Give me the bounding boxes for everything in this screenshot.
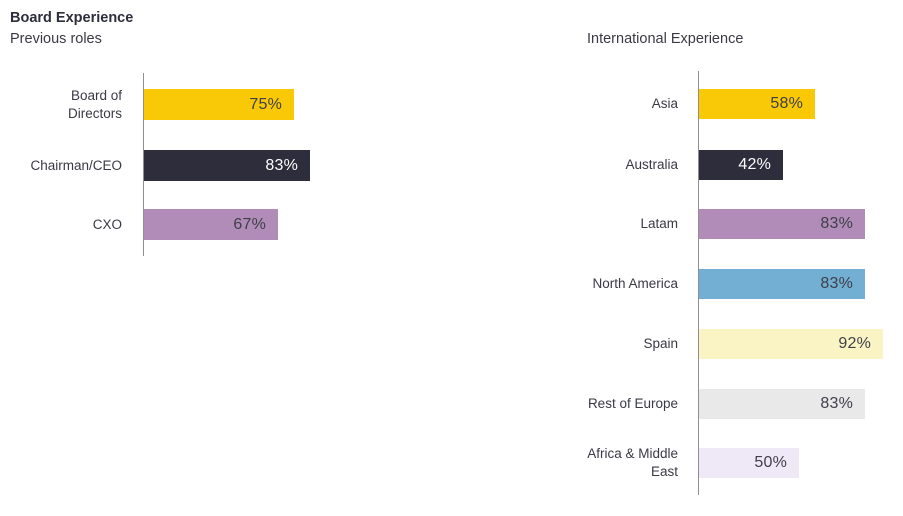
bar-label-text: Rest of Europe — [587, 396, 678, 412]
bar-value-label: 67% — [233, 215, 266, 233]
bar-label-text: Africa & Middle East — [587, 446, 678, 479]
bar-label-text: Chairman/CEO — [30, 157, 122, 173]
bar-rest-of-europe: 83% — [699, 389, 865, 419]
international-chart-title: International Experience — [587, 31, 744, 47]
bar-label-chairman-ceo: Chairman/CEO — [0, 150, 122, 181]
board-chart-y-axis-line — [143, 73, 144, 256]
bar-label-text: Board of Directors — [67, 87, 122, 121]
bar-north-america: 83% — [699, 269, 865, 299]
bar-spain: 92% — [699, 329, 883, 359]
bar-africa-middle-east: 50% — [699, 448, 799, 478]
bar-label-africa-middle-east: Africa & Middle East — [568, 446, 678, 479]
bar-value-label: 83% — [820, 215, 853, 232]
bar-australia: 42% — [699, 150, 783, 180]
bar-label-text: CXO — [92, 216, 122, 232]
board-chart-subtitle: Previous roles — [10, 31, 102, 47]
bar-value-label: 92% — [838, 335, 871, 352]
bar-value-label: 83% — [820, 395, 853, 412]
bar-board-of-directors: 75% — [144, 89, 294, 120]
bar-cxo: 67% — [144, 209, 278, 240]
bar-label-text: Latam — [640, 216, 678, 232]
bar-label-asia: Asia — [568, 89, 678, 119]
bar-value-label: 58% — [770, 95, 803, 112]
board-chart-title: Board Experience — [10, 10, 134, 26]
international-chart-y-axis-line — [698, 71, 699, 495]
bar-label-text: North America — [592, 276, 678, 292]
bar-label-rest-of-europe: Rest of Europe — [568, 389, 678, 419]
bar-value-label: 75% — [249, 95, 282, 113]
board-experience-chart: Board Experience Previous roles Board of… — [0, 0, 360, 300]
bar-value-label: 50% — [754, 454, 787, 471]
bar-latam: 83% — [699, 209, 865, 239]
bar-value-label: 42% — [738, 156, 771, 173]
bar-label-text: Spain — [643, 336, 678, 352]
bar-label-north-america: North America — [568, 269, 678, 299]
bar-label-board-of-directors: Board of Directors — [0, 87, 122, 121]
international-experience-chart: International Experience Asia 58% Austra… — [555, 0, 903, 516]
bar-label-cxo: CXO — [0, 209, 122, 240]
bar-label-latam: Latam — [568, 209, 678, 239]
bar-value-label: 83% — [265, 156, 298, 174]
bar-label-spain: Spain — [568, 329, 678, 359]
bar-chairman-ceo: 83% — [144, 150, 310, 181]
bar-value-label: 83% — [820, 275, 853, 292]
bar-asia: 58% — [699, 89, 815, 119]
bar-label-text: Australia — [625, 157, 678, 173]
bar-label-australia: Australia — [568, 150, 678, 180]
bar-label-text: Asia — [651, 96, 678, 112]
